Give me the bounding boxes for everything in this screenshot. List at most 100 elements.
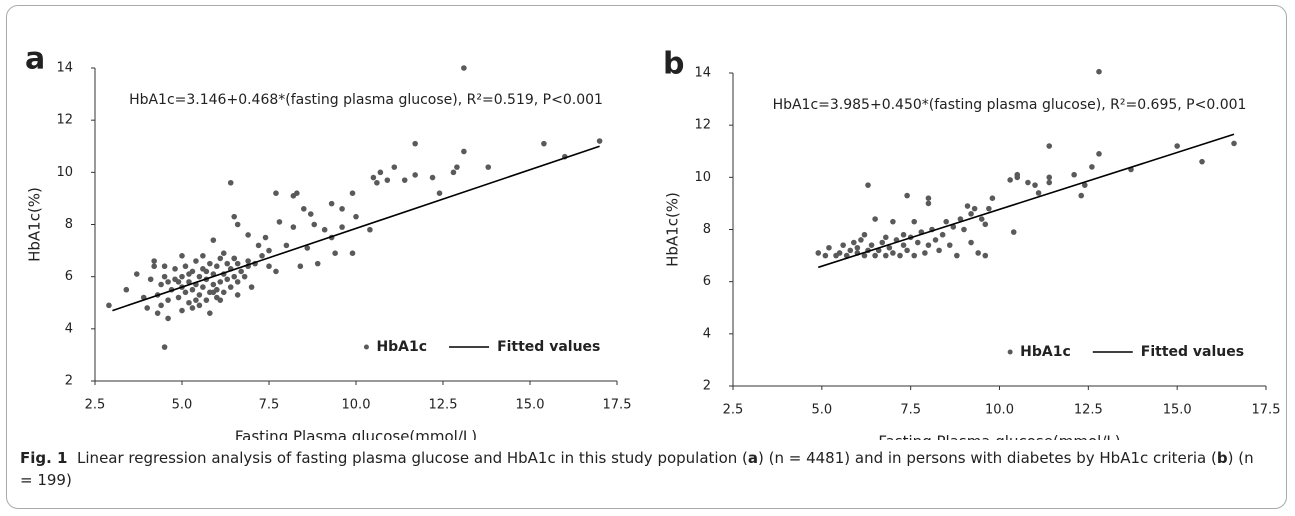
data-point bbox=[890, 218, 896, 225]
data-point bbox=[241, 273, 248, 280]
data-point bbox=[461, 65, 467, 71]
data-point bbox=[1081, 182, 1088, 188]
data-point bbox=[865, 182, 871, 188]
data-point bbox=[161, 263, 168, 270]
data-point bbox=[227, 179, 234, 186]
data-point bbox=[273, 190, 279, 196]
data-point bbox=[339, 224, 345, 230]
data-point bbox=[224, 260, 231, 267]
data-point bbox=[1231, 140, 1237, 147]
data-point bbox=[234, 292, 241, 298]
data-point bbox=[890, 250, 896, 256]
data-point bbox=[266, 247, 272, 254]
data-point bbox=[245, 258, 251, 264]
data-point bbox=[161, 273, 168, 280]
data-point bbox=[231, 273, 237, 280]
data-point bbox=[1096, 68, 1102, 75]
figure-frame bbox=[6, 5, 1287, 509]
legend-marker bbox=[363, 344, 369, 350]
x-tick-label: 7.5 bbox=[900, 403, 921, 418]
data-point bbox=[224, 276, 231, 283]
data-point bbox=[391, 164, 398, 170]
data-point bbox=[307, 211, 314, 217]
data-point bbox=[922, 250, 928, 256]
data-point bbox=[840, 242, 846, 248]
data-point bbox=[911, 218, 918, 225]
data-point bbox=[485, 164, 492, 170]
data-point bbox=[248, 284, 255, 290]
data-point bbox=[868, 242, 875, 248]
y-tick-label: 8 bbox=[65, 217, 73, 232]
data-point bbox=[858, 237, 864, 243]
data-point bbox=[154, 310, 161, 316]
data-point bbox=[200, 253, 206, 259]
y-tick-label: 4 bbox=[65, 321, 73, 336]
data-point bbox=[900, 231, 907, 238]
data-point bbox=[182, 289, 189, 296]
data-point bbox=[1089, 164, 1095, 170]
data-point bbox=[214, 263, 220, 270]
data-point bbox=[861, 231, 868, 238]
data-point bbox=[1046, 179, 1053, 186]
data-point bbox=[203, 297, 210, 303]
data-point bbox=[133, 271, 140, 277]
data-point bbox=[925, 200, 932, 207]
data-point bbox=[297, 263, 304, 270]
data-point bbox=[1046, 143, 1053, 149]
y-axis-label: HbA1c(%) bbox=[664, 192, 682, 267]
y-tick-label: 2 bbox=[703, 379, 711, 394]
data-point bbox=[1032, 182, 1038, 188]
y-axis-label: HbA1c(%) bbox=[26, 187, 44, 262]
data-point bbox=[353, 213, 359, 220]
charts: 2 4 6 8 10 12 14 2.5 5.0 7.5 10.0 12.5 15.0 17.5 Fasti… bbox=[25, 42, 1280, 441]
data-point bbox=[158, 302, 164, 309]
data-point bbox=[328, 200, 335, 207]
data-point bbox=[151, 263, 157, 270]
data-point bbox=[989, 195, 996, 201]
data-point bbox=[294, 190, 300, 196]
data-point bbox=[217, 279, 224, 285]
x-tick-label: 15.0 bbox=[1163, 403, 1192, 418]
x-tick-label: 7.5 bbox=[259, 398, 280, 413]
data-point bbox=[872, 252, 878, 259]
panel-label: a bbox=[25, 42, 45, 77]
data-point bbox=[1096, 151, 1102, 157]
x-tick-label: 12.5 bbox=[1074, 403, 1103, 418]
data-point bbox=[964, 203, 971, 209]
data-point bbox=[283, 242, 290, 249]
data-point bbox=[1071, 171, 1077, 178]
data-point bbox=[179, 253, 185, 259]
data-point bbox=[932, 237, 939, 243]
data-point bbox=[851, 239, 857, 246]
data-point bbox=[384, 177, 391, 183]
data-point bbox=[175, 279, 182, 285]
data-point bbox=[847, 247, 854, 254]
data-point bbox=[349, 190, 356, 196]
data-point bbox=[836, 250, 843, 256]
data-point bbox=[815, 250, 822, 256]
data-point bbox=[882, 234, 889, 241]
data-point bbox=[370, 174, 377, 181]
x-tick-label: 15.0 bbox=[516, 398, 545, 413]
data-point bbox=[412, 140, 418, 147]
y-tick-label: 6 bbox=[65, 269, 73, 284]
data-point bbox=[220, 289, 227, 296]
caption-text: Linear regression analysis of fasting pl… bbox=[77, 449, 748, 467]
data-point bbox=[217, 255, 224, 262]
data-point bbox=[1174, 143, 1180, 149]
data-point bbox=[596, 138, 603, 144]
data-point bbox=[301, 206, 307, 212]
x-tick-label: 17.5 bbox=[603, 398, 632, 413]
data-point bbox=[450, 169, 457, 176]
legend-label: Fitted values bbox=[497, 339, 600, 355]
data-point bbox=[975, 250, 981, 256]
x-axis-label: Fasting Plasma glucose(mmol/L) bbox=[878, 433, 1120, 441]
caption: Fig. 1 Linear regression analysis of fas… bbox=[20, 447, 1260, 491]
legend-label: Fitted values bbox=[1141, 344, 1244, 360]
data-point bbox=[255, 242, 262, 249]
legend-label: HbA1c bbox=[1020, 344, 1071, 360]
data-point bbox=[210, 289, 217, 296]
data-point bbox=[332, 250, 338, 256]
x-axis-label: Fasting Plasma glucose(mmol/L) bbox=[235, 428, 477, 441]
data-point bbox=[961, 226, 967, 233]
